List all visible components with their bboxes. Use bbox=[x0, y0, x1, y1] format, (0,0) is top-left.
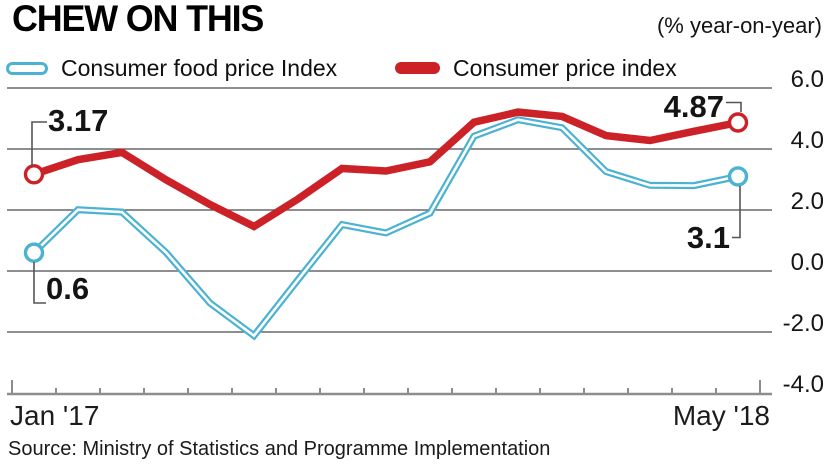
y-axis-tick-label: 4.0 bbox=[790, 127, 824, 154]
food-price-line-swatch-icon bbox=[6, 61, 48, 75]
x-axis-label-end: May '18 bbox=[672, 400, 770, 431]
legend-item-food-price-index: Consumer food price Index bbox=[6, 54, 337, 82]
y-axis-tick-label: -2.0 bbox=[782, 310, 824, 337]
annotation-cpi-first-value: 3.17 bbox=[48, 103, 109, 138]
source-note: Source: Ministry of Statistics and Progr… bbox=[8, 438, 551, 460]
annotation-cpi-last-value: 4.87 bbox=[663, 89, 724, 124]
annotation-food-first-value: 0.6 bbox=[46, 271, 90, 306]
axis-unit-label: (% year-on-year) bbox=[656, 13, 822, 38]
legend-label-consumer-price-index: Consumer price index bbox=[453, 54, 677, 81]
legend-label-food-price-index: Consumer food price Index bbox=[61, 54, 338, 81]
chart-title: CHEW ON THIS bbox=[12, 0, 264, 39]
y-axis-tick-label: 6.0 bbox=[790, 66, 824, 93]
annotation-food-last-value: 3.1 bbox=[686, 220, 730, 255]
y-axis-tick-label: 0.0 bbox=[790, 249, 824, 276]
consumer-price-line-swatch-icon bbox=[395, 62, 440, 74]
x-axis-label-start: Jan '17 bbox=[10, 400, 100, 431]
y-axis-tick-label: 2.0 bbox=[790, 188, 824, 215]
y-axis-tick-label: -4.0 bbox=[782, 371, 824, 398]
legend-item-consumer-price-index: Consumer price index bbox=[395, 54, 677, 82]
